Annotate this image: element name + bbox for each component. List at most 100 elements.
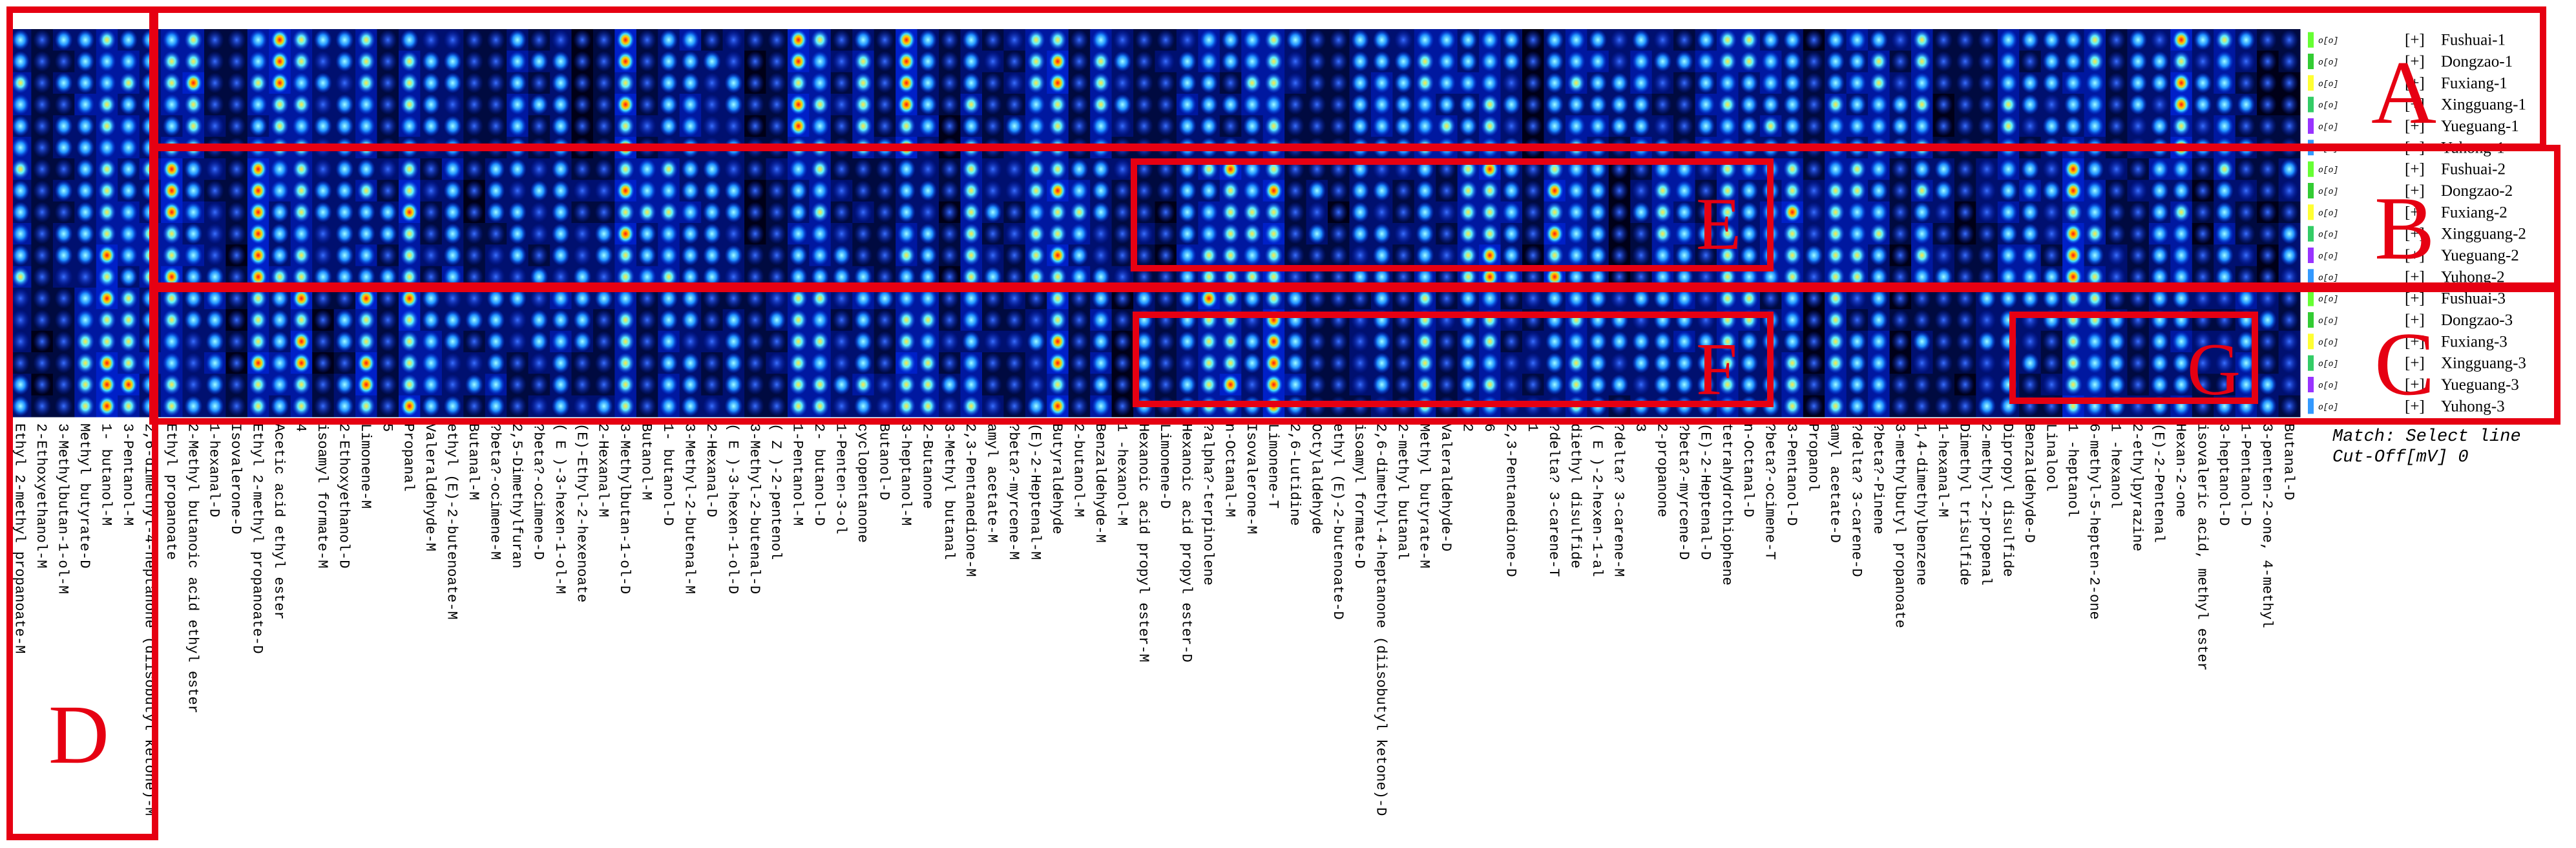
heatmap-spot <box>33 288 52 309</box>
heatmap-spot <box>789 266 808 288</box>
heatmap-spot <box>594 245 613 266</box>
heatmap-spot <box>313 180 332 201</box>
heatmap-spot <box>1157 331 1175 352</box>
heatmap-spot <box>962 288 981 309</box>
heatmap-spot <box>594 396 613 417</box>
heatmap-spot <box>1934 94 1953 115</box>
compound-label: Limonene-M <box>357 423 373 509</box>
heatmap-spot <box>1610 374 1629 395</box>
heatmap-spot <box>1459 180 1478 201</box>
heatmap-spot <box>811 374 830 395</box>
heatmap-spot <box>1459 352 1478 374</box>
heatmap-spot <box>746 158 764 180</box>
heatmap-spot <box>119 374 138 395</box>
compound-label: 2-Hexanal-D <box>703 423 719 517</box>
heatmap-spot <box>335 158 354 180</box>
heatmap-spot <box>1438 352 1456 374</box>
heatmap-spot <box>1243 266 1261 288</box>
heatmap-spot <box>443 94 462 115</box>
heatmap-spot <box>1524 180 1542 201</box>
heatmap-spot <box>2042 266 2061 288</box>
heatmap-spot <box>313 29 332 50</box>
heatmap-spot <box>98 180 116 201</box>
heatmap-spot <box>184 374 203 395</box>
heatmap-spot <box>724 396 743 417</box>
heatmap-spot <box>1783 288 1802 309</box>
compound-label: (E)-Ethyl-2-hexenoate <box>573 423 589 602</box>
region-label: E <box>1696 183 1741 265</box>
heatmap-spot <box>919 331 937 352</box>
heatmap-spot <box>1113 116 1132 136</box>
heatmap-spot <box>2129 223 2148 244</box>
heatmap-spot <box>1956 245 1974 266</box>
heatmap-spot <box>1783 352 1802 374</box>
heatmap-spot <box>487 288 505 309</box>
compound-label: 5 <box>379 423 395 432</box>
heatmap-spot <box>1243 180 1261 201</box>
heatmap-spot <box>2107 51 2126 72</box>
heatmap-spot <box>2021 223 2039 244</box>
heatmap-spot <box>76 310 95 330</box>
heatmap-spot <box>1783 116 1802 136</box>
heatmap-spot <box>1113 352 1132 374</box>
heatmap-spot <box>573 29 592 50</box>
heatmap-spot <box>940 331 959 352</box>
heatmap-spot <box>1070 352 1089 374</box>
heatmap-spot <box>1329 180 1348 201</box>
heatmap-spot <box>1329 94 1348 115</box>
heatmap-spot <box>724 180 743 201</box>
heatmap-spot <box>2086 374 2104 395</box>
heatmap-spot <box>2021 180 2039 201</box>
heatmap-spot <box>1653 374 1672 395</box>
heatmap-spot <box>681 51 700 72</box>
heatmap-spot <box>919 180 937 201</box>
compound-label: cyclopentanone <box>854 423 870 543</box>
heatmap-spot <box>1653 331 1672 352</box>
heatmap-spot <box>271 72 289 94</box>
heatmap-spot <box>875 202 894 223</box>
compound-label: 2- butanol-D <box>811 423 827 525</box>
heatmap-spot <box>2150 72 2169 94</box>
heatmap-spot <box>2280 116 2299 136</box>
heatmap-spot <box>33 352 52 374</box>
heatmap-spot <box>811 310 830 330</box>
heatmap-spot <box>1912 352 1931 374</box>
heatmap-spot <box>1610 202 1629 223</box>
heatmap-spot <box>2150 374 2169 395</box>
heatmap-spot <box>1329 29 1348 50</box>
heatmap-spot <box>313 202 332 223</box>
heatmap-spot <box>2194 51 2212 72</box>
compound-label: 1 -heptanol <box>2064 423 2080 517</box>
heatmap-spot <box>11 94 30 115</box>
box-d <box>6 6 158 840</box>
heatmap-spot <box>119 266 138 288</box>
heatmap-spot <box>1805 223 1823 244</box>
heatmap-spot <box>1372 51 1391 72</box>
heatmap-spot <box>1653 202 1672 223</box>
heatmap-spot <box>379 331 397 352</box>
heatmap-spot <box>1610 72 1629 94</box>
heatmap-spot <box>162 352 181 374</box>
heatmap-spot <box>54 310 73 330</box>
heatmap-spot <box>11 158 30 180</box>
compound-label: 2,3-Pentanedione-M <box>962 423 978 577</box>
heatmap-spot <box>616 288 635 309</box>
heatmap-spot <box>1091 374 1110 395</box>
heatmap-spot <box>11 266 30 288</box>
heatmap-spot <box>1675 51 1693 72</box>
heatmap-spot <box>205 202 224 223</box>
heatmap-spot <box>746 202 764 223</box>
heatmap-spot <box>357 180 375 201</box>
heatmap-spot <box>1394 288 1413 309</box>
heatmap-spot <box>681 158 700 180</box>
heatmap-spot <box>1912 180 1931 201</box>
heatmap-spot <box>1567 352 1586 374</box>
heatmap-spot <box>1545 94 1564 115</box>
heatmap-spot <box>1978 202 1996 223</box>
compound-label: 3-heptanol-M <box>897 423 914 525</box>
heatmap-spot <box>660 202 678 223</box>
heatmap-spot <box>2129 180 2148 201</box>
heatmap-spot <box>660 374 678 395</box>
box-f <box>1133 312 1774 407</box>
heatmap-spot <box>465 223 483 244</box>
